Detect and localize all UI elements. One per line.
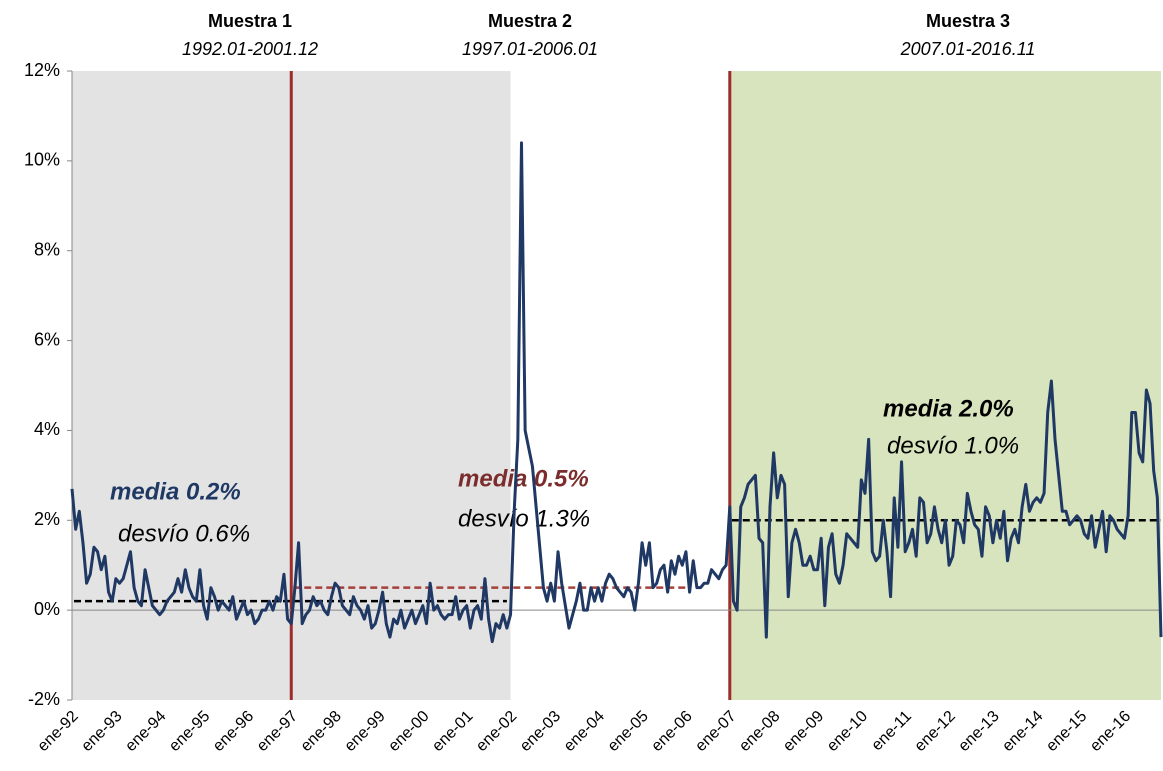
- x-tick-label: ene-10: [824, 708, 871, 755]
- x-tick-label: ene-00: [385, 708, 432, 755]
- x-tick-label: ene-05: [605, 708, 652, 755]
- x-tick-label: ene-99: [342, 708, 389, 755]
- series-line: [70, 141, 1163, 644]
- x-tick-label: ene-07: [692, 708, 739, 755]
- y-tick-label: 0%: [34, 599, 60, 619]
- x-tick-label: ene-92: [35, 708, 82, 755]
- y-tick-label: 10%: [24, 150, 60, 170]
- x-tick-label: ene-94: [122, 708, 169, 755]
- x-tick-label: ene-96: [210, 708, 257, 755]
- sample-period: 1992.01-2001.12: [182, 39, 318, 59]
- x-tick-label: ene-97: [254, 708, 301, 755]
- sample-title: Muestra 3: [926, 11, 1010, 31]
- x-tick-label: ene-93: [78, 708, 125, 755]
- sample-title: Muestra 1: [208, 11, 292, 31]
- sd-label: desvío 1.3%: [458, 505, 590, 532]
- x-tick-label: ene-08: [736, 708, 783, 755]
- sample-period: 2007.01-2016.11: [900, 39, 1036, 59]
- sample-title: Muestra 2: [488, 11, 572, 31]
- x-tick-label: ene-01: [429, 708, 476, 755]
- x-tick-label: ene-11: [869, 708, 915, 754]
- y-tick-label: -2%: [28, 689, 60, 709]
- x-tick-label: ene-06: [648, 708, 695, 755]
- x-tick-label: ene-13: [955, 708, 1002, 755]
- x-tick-label: ene-09: [780, 708, 827, 755]
- sd-label: desvío 0.6%: [118, 520, 250, 547]
- x-tick-label: ene-03: [517, 708, 564, 755]
- sample-period: 1997.01-2006.01: [462, 39, 598, 59]
- x-tick-label: ene-12: [912, 708, 959, 755]
- x-tick-label: ene-14: [999, 708, 1046, 755]
- x-tick-label: ene-04: [561, 708, 608, 755]
- mean-label: media 0.5%: [458, 465, 589, 492]
- x-tick-label: ene-16: [1087, 708, 1134, 755]
- y-tick-label: 4%: [34, 419, 60, 439]
- sample-shade: [729, 71, 1161, 700]
- y-tick-label: 12%: [24, 60, 60, 80]
- x-tick-label: ene-95: [166, 708, 213, 755]
- mean-label: media 2.0%: [883, 395, 1014, 422]
- x-tick-label: ene-15: [1043, 708, 1090, 755]
- sd-label: desvío 1.0%: [887, 432, 1019, 459]
- y-tick-label: 2%: [34, 509, 60, 529]
- mean-label: media 0.2%: [110, 478, 241, 505]
- x-tick-label: ene-02: [473, 708, 520, 755]
- y-tick-label: 6%: [34, 329, 60, 349]
- x-tick-label: ene-98: [298, 708, 345, 755]
- y-tick-label: 8%: [34, 239, 60, 259]
